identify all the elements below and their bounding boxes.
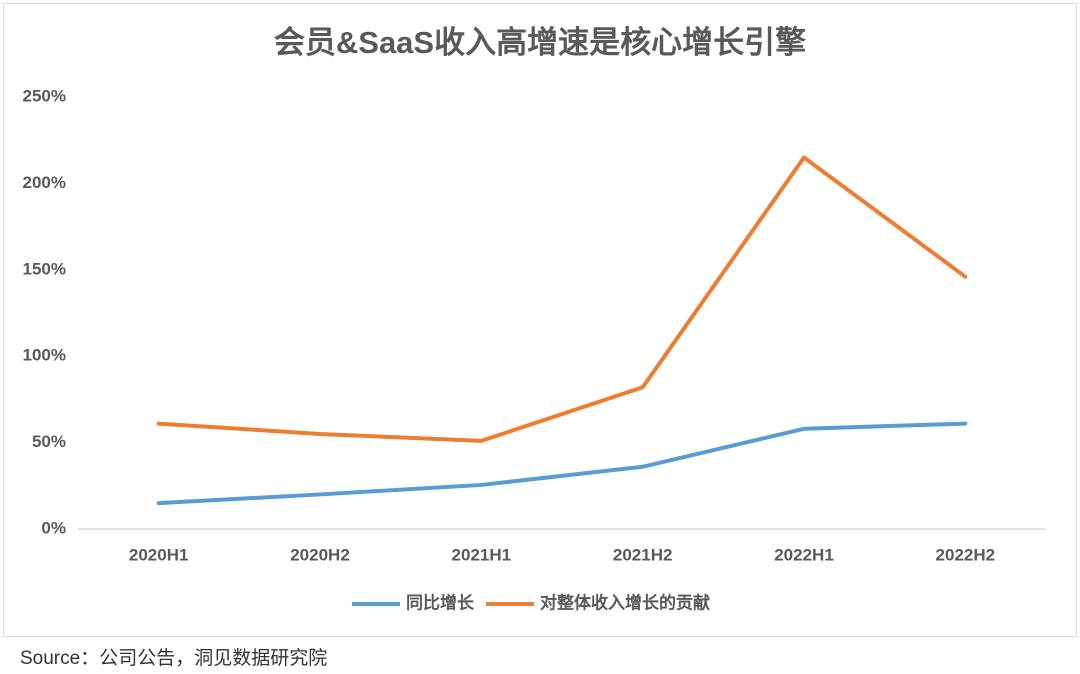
x-tick-label: 2020H1 [129, 545, 189, 564]
x-tick-label: 2020H2 [290, 545, 350, 564]
x-tick-label: 2022H1 [774, 545, 834, 564]
legend-label: 对整体收入增长的贡献 [540, 592, 710, 612]
y-tick-label: 0% [41, 518, 66, 537]
y-tick-label: 200% [23, 173, 66, 192]
legend-label: 同比增长 [406, 592, 475, 612]
chart-frame [3, 3, 1077, 637]
y-tick-label: 100% [23, 346, 66, 365]
x-tick-label: 2021H1 [452, 545, 512, 564]
data-line [156, 155, 968, 443]
y-tick-label: 150% [23, 259, 66, 278]
y-tick-label: 50% [32, 432, 66, 451]
source-note: Source：公司公告，洞见数据研究院 [20, 647, 327, 669]
x-tick-label: 2021H2 [613, 545, 673, 564]
data-line [156, 421, 968, 506]
x-tick-label: 2022H2 [936, 545, 996, 564]
chart-title: 会员&SaaS收入高增速是核心增长引擎 [274, 25, 806, 60]
y-tick-label: 250% [23, 86, 66, 105]
